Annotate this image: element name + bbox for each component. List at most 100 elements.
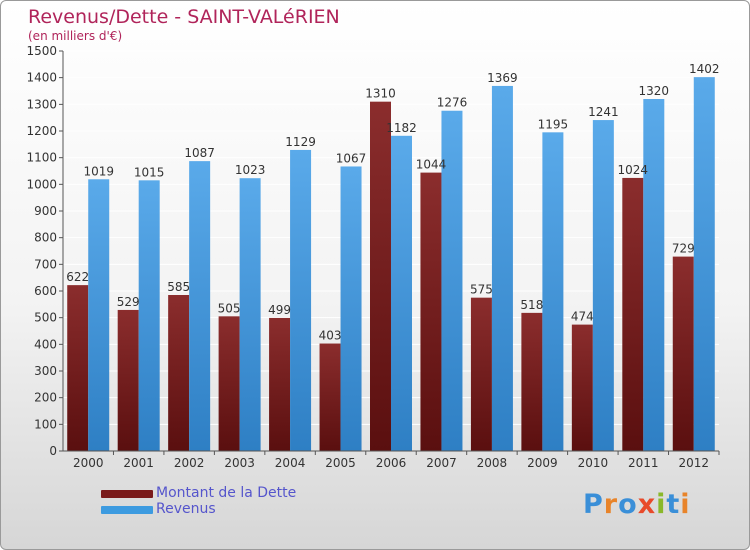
x-tick-label: 2011 (628, 456, 659, 470)
bar-dette (269, 317, 291, 451)
y-tick-label: 700 (34, 257, 57, 271)
chart-subtitle: (en milliers d'€) (28, 29, 123, 43)
legend-label-dette: Montant de la Dette (156, 485, 297, 501)
bar-revenus (693, 77, 715, 451)
x-tick-label: 2008 (477, 456, 508, 470)
bar-dette (218, 316, 240, 451)
data-label: 622 (66, 270, 89, 284)
data-label: 505 (218, 301, 241, 315)
y-tick-label: 900 (34, 204, 57, 218)
data-label: 1276 (437, 96, 468, 110)
y-tick-label: 400 (34, 337, 57, 351)
axes: 0 100 200 300 400 500 600 700 800 900 1000 1100 1200… (26, 44, 720, 470)
y-tick-label: 200 (34, 391, 57, 405)
x-tick-label: 2003 (224, 456, 255, 470)
bar-revenus (643, 99, 665, 451)
x-tick-label: 2005 (325, 456, 356, 470)
data-label: 1320 (639, 84, 670, 98)
bar-dette (420, 172, 442, 451)
data-label: 1369 (487, 71, 518, 85)
bar-dette (672, 256, 694, 451)
proxiti-logo: Proxiti (583, 489, 691, 520)
y-tick-label: 600 (34, 284, 57, 298)
y-tick-label: 1300 (26, 97, 57, 111)
data-label: 575 (470, 283, 493, 297)
data-label: 729 (672, 242, 695, 256)
y-tick-label: 100 (34, 417, 57, 431)
data-label: 499 (268, 303, 291, 317)
data-label: 1402 (689, 62, 720, 76)
bar-revenus (340, 166, 362, 451)
data-label: 529 (117, 295, 140, 309)
x-tick-label: 2010 (578, 456, 609, 470)
bar-revenus (189, 161, 211, 451)
x-tick-label: 2007 (426, 456, 457, 470)
x-tick-label: 2006 (376, 456, 407, 470)
data-label: 1024 (618, 163, 649, 177)
bar-dette (370, 101, 391, 452)
bar-revenus (239, 178, 261, 451)
y-tick-label: 1200 (26, 124, 57, 138)
logo-letter: x (637, 489, 657, 520)
logo-letter: P (583, 489, 604, 520)
data-label: 518 (520, 298, 543, 312)
legend-swatch-revenus (101, 506, 153, 514)
x-tick-label: 2000 (73, 456, 104, 470)
data-label: 1087 (184, 146, 215, 160)
logo-letter: i (656, 489, 667, 520)
bar-revenus (592, 120, 614, 452)
x-tick-label: 2004 (275, 456, 306, 470)
bar-revenus (391, 135, 412, 452)
data-label: 1015 (134, 165, 165, 179)
bar-revenus (542, 132, 564, 452)
y-tick-label: 1500 (26, 44, 57, 58)
bar-revenus (441, 110, 463, 451)
data-label: 1129 (285, 135, 316, 149)
x-tick-label: 2002 (174, 456, 205, 470)
y-tick-label: 1000 (26, 177, 57, 191)
data-label: 1019 (83, 164, 114, 178)
bar-dette (571, 324, 593, 451)
bar-dette (470, 297, 492, 451)
y-tick-label: 0 (49, 444, 57, 458)
y-tick-label: 1100 (26, 151, 57, 165)
bar-dette (521, 312, 543, 451)
y-tick-label: 500 (34, 311, 57, 325)
x-tick-label: 2012 (678, 456, 709, 470)
y-tick-label: 300 (34, 364, 57, 378)
bars (67, 77, 715, 452)
bar-revenus (290, 149, 312, 451)
data-label: 1067 (336, 151, 367, 165)
data-labels: 622 1019 529 1015 585 1087 505 1023 499 1129 403 10… (66, 62, 719, 342)
logo-letter: r (603, 489, 619, 520)
y-tick-label: 1400 (26, 71, 57, 85)
bar-revenus (491, 85, 513, 451)
bar-dette (319, 343, 341, 451)
bar-dette (117, 309, 139, 451)
logo-letter: o (618, 489, 638, 520)
data-label: 474 (571, 310, 594, 324)
bar-dette (168, 295, 190, 451)
data-label: 585 (167, 280, 190, 294)
legend-swatch-dette (101, 490, 153, 498)
data-label: 1195 (538, 117, 569, 131)
bar-dette (622, 177, 644, 451)
x-tick-label: 2009 (527, 456, 558, 470)
data-label: 1044 (416, 158, 447, 172)
bar-dette (67, 285, 89, 451)
chart-title: Revenus/Dette - SAINT-VALéRIEN (28, 6, 340, 28)
logo-letter: t (666, 489, 681, 520)
data-label: 1310 (365, 87, 396, 101)
y-tick-label: 800 (34, 231, 57, 245)
x-tick-label: 2001 (123, 456, 154, 470)
bar-revenus (138, 180, 160, 452)
legend-label-revenus: Revenus (156, 501, 216, 517)
data-label: 1241 (588, 105, 619, 119)
data-label: 403 (319, 329, 342, 343)
data-label: 1023 (235, 163, 266, 177)
bar-revenus (88, 179, 110, 451)
logo-letter: i (680, 489, 691, 520)
data-label: 1182 (386, 121, 417, 135)
